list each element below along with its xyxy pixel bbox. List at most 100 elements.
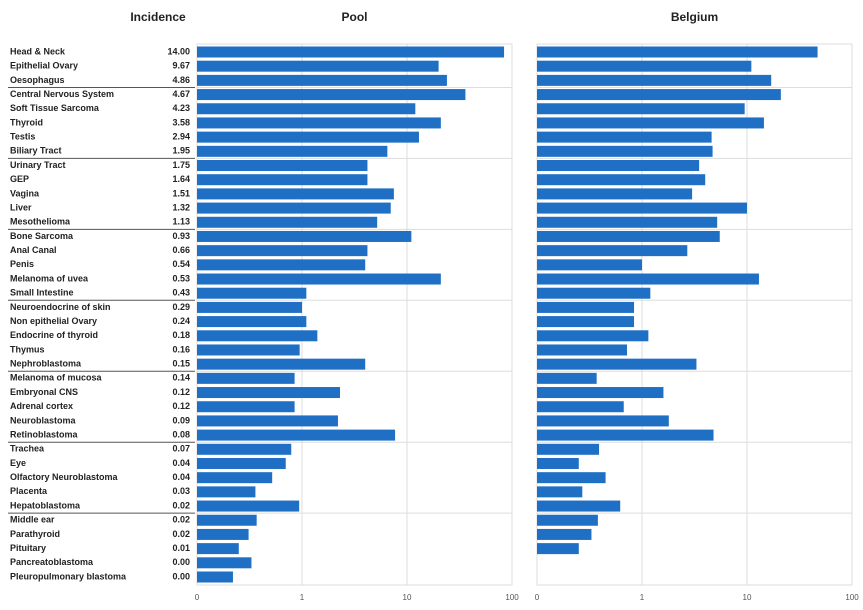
bar [537, 245, 688, 257]
bar [197, 387, 340, 399]
panel-title: Pool [342, 10, 368, 24]
category-label: Retinoblastoma [10, 429, 79, 439]
bar [197, 429, 396, 441]
bar [537, 429, 714, 441]
bar [537, 287, 651, 299]
incidence-value: 3.58 [172, 117, 190, 127]
x-tick-label: 1 [300, 593, 305, 602]
x-tick-label: 0 [195, 593, 200, 602]
bar [197, 372, 295, 384]
category-label: Melanoma of uvea [10, 273, 89, 283]
incidence-value: 2.94 [172, 132, 190, 142]
bar [537, 372, 597, 384]
bar [537, 174, 706, 186]
x-tick-label: 100 [505, 593, 519, 602]
incidence-value: 1.32 [172, 202, 190, 212]
bar [537, 131, 712, 143]
bar [197, 443, 292, 455]
incidence-value: 0.01 [172, 543, 190, 553]
bar [537, 316, 635, 328]
incidence-value: 0.12 [172, 387, 190, 397]
bar [197, 245, 368, 257]
category-label: Trachea [10, 444, 45, 454]
category-label: Melanoma of mucosa [10, 373, 103, 383]
category-label: Oesophagus [10, 75, 65, 85]
bar [537, 514, 598, 526]
incidence-value: 0.18 [172, 330, 190, 340]
bar [537, 188, 693, 200]
category-label: Anal Canal [10, 245, 57, 255]
category-label: Small Intestine [10, 288, 74, 298]
bar [537, 457, 579, 469]
category-label: Parathyroid [10, 529, 60, 539]
incidence-value: 1.75 [172, 160, 190, 170]
bar [197, 145, 388, 157]
bar [197, 230, 412, 242]
incidence-value: 0.07 [172, 444, 190, 454]
incidence-value: 0.09 [172, 415, 190, 425]
category-label: Penis [10, 259, 34, 269]
incidence-value: 4.23 [172, 103, 190, 113]
incidence-value: 1.64 [172, 174, 190, 184]
incidence-value: 0.00 [172, 571, 190, 581]
bar [197, 528, 249, 540]
category-label: Biliary Tract [10, 146, 62, 156]
incidence-value: 0.14 [172, 373, 190, 383]
incidence-value: 0.04 [172, 458, 190, 468]
bar [537, 543, 579, 555]
category-label: Middle ear [10, 515, 55, 525]
incidence-value: 0.53 [172, 273, 190, 283]
bar [537, 401, 624, 413]
category-label: Nephroblastoma [10, 359, 82, 369]
bar [537, 528, 592, 540]
category-label: Bone Sarcoma [10, 231, 74, 241]
x-tick-label: 1 [640, 593, 645, 602]
bar [197, 160, 368, 172]
bar [537, 486, 583, 498]
bar [197, 457, 286, 469]
category-label: Liver [10, 202, 32, 212]
bar [197, 330, 318, 342]
bar [197, 259, 366, 271]
bar [197, 514, 257, 526]
bar [197, 401, 295, 413]
bar [197, 301, 302, 313]
bar [197, 131, 419, 143]
incidence-value: 0.43 [172, 288, 190, 298]
bar [197, 216, 378, 228]
bar [537, 330, 649, 342]
bar [197, 316, 307, 328]
category-label: Testis [10, 132, 35, 142]
x-tick-label: 100 [845, 593, 859, 602]
incidence-value: 0.02 [172, 515, 190, 525]
bar [197, 557, 252, 569]
category-label: Eye [10, 458, 26, 468]
incidence-value: 1.13 [172, 217, 190, 227]
bar [537, 472, 606, 484]
incidence-value: 1.95 [172, 146, 190, 156]
incidence-value: 0.04 [172, 472, 190, 482]
category-label: Adrenal cortex [10, 401, 73, 411]
bar [197, 46, 505, 58]
bar [537, 117, 764, 129]
bar [537, 500, 621, 512]
category-label: Non epithelial Ovary [10, 316, 97, 326]
incidence-value: 0.02 [172, 529, 190, 539]
bar [197, 543, 239, 555]
bar [537, 259, 642, 271]
bar [537, 145, 713, 157]
bar [537, 387, 664, 399]
bar [197, 571, 233, 583]
x-tick-label: 10 [743, 593, 752, 602]
category-label: Epithelial Ovary [10, 61, 78, 71]
bar [537, 230, 720, 242]
incidence-value: 0.29 [172, 302, 190, 312]
incidence-value: 0.54 [172, 259, 190, 269]
category-label: Thymus [10, 344, 45, 354]
category-label: Vagina [10, 188, 40, 198]
incidence-value: 0.16 [172, 344, 190, 354]
bar [197, 202, 391, 214]
bar [537, 202, 747, 214]
bar [197, 472, 273, 484]
